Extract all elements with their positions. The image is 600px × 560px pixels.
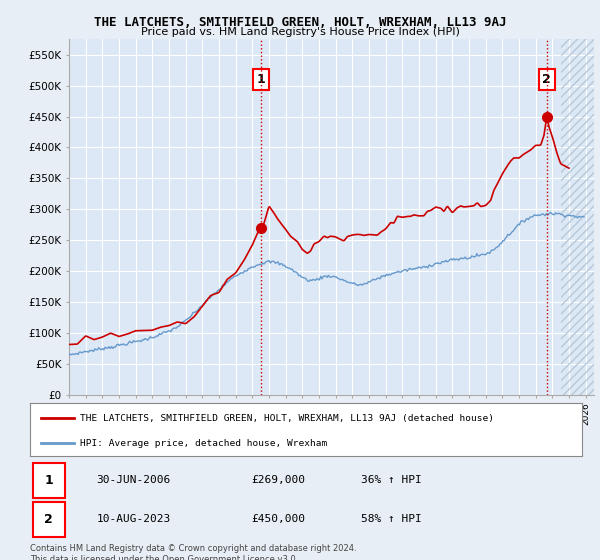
Text: 10-AUG-2023: 10-AUG-2023 <box>96 515 170 524</box>
Text: 2: 2 <box>44 513 53 526</box>
Text: HPI: Average price, detached house, Wrexham: HPI: Average price, detached house, Wrex… <box>80 438 327 447</box>
Text: 1: 1 <box>44 474 53 487</box>
Text: 2: 2 <box>542 73 551 86</box>
Text: 58% ↑ HPI: 58% ↑ HPI <box>361 515 422 524</box>
Text: 1: 1 <box>256 73 265 86</box>
Text: THE LATCHETS, SMITHFIELD GREEN, HOLT, WREXHAM, LL13 9AJ: THE LATCHETS, SMITHFIELD GREEN, HOLT, WR… <box>94 16 506 29</box>
Text: 30-JUN-2006: 30-JUN-2006 <box>96 475 170 485</box>
Bar <box>33 463 65 498</box>
Text: Contains HM Land Registry data © Crown copyright and database right 2024.
This d: Contains HM Land Registry data © Crown c… <box>30 544 356 560</box>
Text: 36% ↑ HPI: 36% ↑ HPI <box>361 475 422 485</box>
Text: £269,000: £269,000 <box>251 475 305 485</box>
Text: Price paid vs. HM Land Registry's House Price Index (HPI): Price paid vs. HM Land Registry's House … <box>140 27 460 37</box>
Bar <box>33 502 65 537</box>
Text: £450,000: £450,000 <box>251 515 305 524</box>
Text: THE LATCHETS, SMITHFIELD GREEN, HOLT, WREXHAM, LL13 9AJ (detached house): THE LATCHETS, SMITHFIELD GREEN, HOLT, WR… <box>80 414 494 423</box>
